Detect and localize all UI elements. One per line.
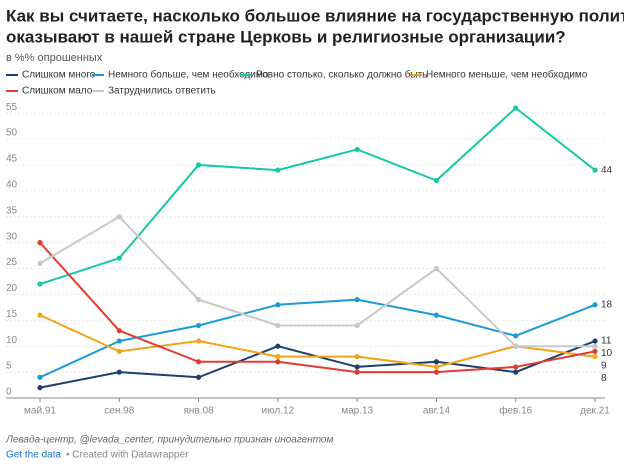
y-tick-label: 40 bbox=[6, 179, 18, 190]
data-label: 9 bbox=[601, 361, 607, 372]
point bbox=[354, 146, 360, 153]
point bbox=[116, 369, 122, 375]
line bbox=[39, 298, 596, 379]
line bbox=[39, 241, 596, 374]
x-tick-label: янв.08 bbox=[183, 406, 214, 417]
point bbox=[195, 374, 202, 380]
point bbox=[116, 328, 122, 334]
line bbox=[39, 106, 596, 286]
point bbox=[433, 265, 440, 272]
x-tick-label: июл.12 bbox=[262, 406, 295, 417]
y-tick-label: 5 bbox=[6, 361, 12, 372]
point bbox=[275, 353, 281, 360]
point bbox=[354, 297, 360, 303]
x-tick-label: дек.21 bbox=[580, 406, 610, 417]
point bbox=[513, 364, 519, 370]
point bbox=[195, 338, 202, 344]
point bbox=[354, 364, 360, 370]
point bbox=[195, 162, 202, 168]
legend-label: Затруднились ответить bbox=[108, 86, 216, 97]
point bbox=[513, 369, 519, 375]
point bbox=[513, 105, 519, 111]
y-tick-label: 50 bbox=[6, 128, 18, 139]
y-tick-label: 35 bbox=[6, 205, 18, 216]
point bbox=[37, 240, 43, 246]
point bbox=[275, 302, 281, 308]
point bbox=[513, 343, 519, 349]
y-tick-label: 25 bbox=[6, 257, 18, 268]
point bbox=[195, 359, 202, 365]
point bbox=[592, 343, 598, 349]
point bbox=[433, 369, 440, 375]
x-tick-label: фев.16 bbox=[499, 405, 532, 417]
x-tick-label: сен.98 bbox=[104, 406, 134, 417]
point bbox=[592, 348, 598, 354]
x-tick-label: май.91 bbox=[24, 406, 56, 417]
data-link[interactable]: Get the data bbox=[6, 450, 61, 461]
point bbox=[116, 348, 122, 354]
point bbox=[275, 343, 281, 349]
legend-label: Слишком мало bbox=[22, 86, 93, 97]
point bbox=[513, 333, 519, 339]
data-label: 10 bbox=[601, 348, 613, 359]
line bbox=[39, 314, 596, 368]
point bbox=[433, 359, 440, 365]
legend-label: Слишком много bbox=[22, 70, 96, 81]
legend-label: Немного больше, чем необходимо bbox=[108, 69, 269, 81]
point bbox=[275, 167, 281, 173]
data-label: 18 bbox=[601, 299, 613, 310]
source: Левада-центр, @levada_center, принудител… bbox=[5, 435, 333, 446]
chart-title: оказывают в нашей стране Церковь и религ… bbox=[6, 27, 566, 46]
y-tick-label: 20 bbox=[6, 283, 18, 294]
legend-label: Немного меньше, чем необходимо bbox=[426, 69, 588, 81]
point bbox=[275, 359, 281, 365]
line bbox=[39, 215, 595, 348]
y-tick-label: 45 bbox=[6, 154, 18, 165]
point bbox=[354, 322, 360, 329]
point bbox=[116, 255, 122, 261]
point bbox=[37, 260, 43, 266]
chart-title: Как вы считаете, насколько большое влиян… bbox=[6, 6, 624, 25]
point bbox=[592, 353, 598, 360]
point bbox=[37, 385, 43, 391]
y-tick-label: 30 bbox=[6, 231, 18, 242]
data-label: 8 bbox=[601, 373, 607, 384]
point bbox=[275, 322, 281, 329]
point bbox=[433, 312, 440, 318]
point bbox=[592, 167, 598, 173]
point bbox=[592, 338, 598, 344]
point bbox=[37, 374, 43, 380]
data-label: 11 bbox=[601, 336, 612, 347]
point bbox=[116, 338, 122, 344]
y-tick-label: 15 bbox=[6, 309, 18, 320]
point bbox=[433, 177, 440, 184]
point bbox=[195, 322, 202, 329]
y-tick-label: 55 bbox=[6, 102, 18, 113]
subtitle: в %% опрошенных bbox=[6, 52, 103, 64]
point bbox=[433, 364, 440, 370]
point bbox=[195, 297, 202, 303]
point bbox=[354, 353, 360, 360]
x-tick-label: мар.13 bbox=[341, 406, 373, 417]
point bbox=[116, 214, 122, 220]
y-tick-label: 10 bbox=[6, 335, 18, 346]
data-label: 44 bbox=[601, 165, 613, 176]
x-tick-label: авг.14 bbox=[423, 406, 451, 417]
credit: • Created with Datawrapper bbox=[66, 450, 189, 461]
legend-label: Ровно столько, сколько должно быть bbox=[256, 69, 427, 81]
point bbox=[37, 312, 43, 318]
point bbox=[354, 369, 360, 375]
point bbox=[37, 281, 43, 287]
y-tick-label: 0 bbox=[6, 387, 12, 398]
point bbox=[592, 302, 598, 308]
